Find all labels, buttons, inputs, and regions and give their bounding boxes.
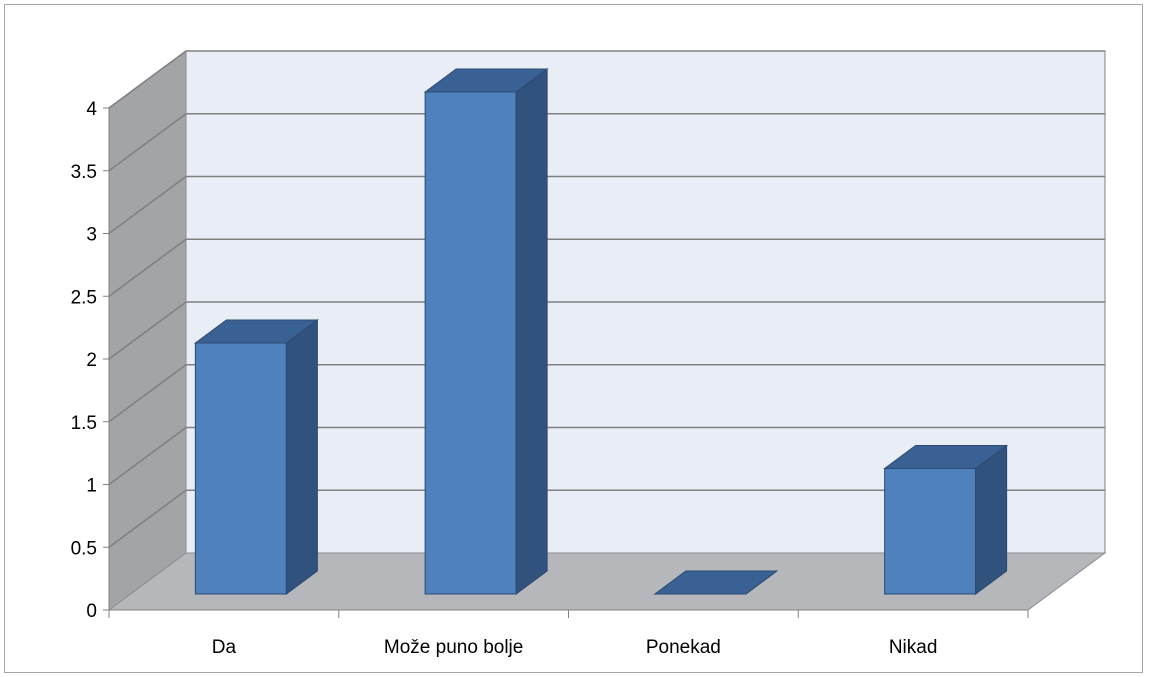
y-tick-label: 2.5: [71, 287, 97, 308]
y-tick-label: 3.5: [71, 162, 97, 183]
y-tick-label: 1: [86, 476, 97, 497]
gridlines: [108, 50, 1105, 548]
x-tick-labels: Da Može puno bolje Ponekad Nikad: [212, 637, 938, 658]
gridline: [108, 489, 1105, 548]
y-tick-label: 4: [86, 99, 97, 120]
gridline: [108, 238, 1105, 297]
bar-side: [285, 319, 318, 595]
bars: [193, 68, 1009, 595]
y-tick-label: 0.5: [71, 538, 97, 559]
bar-top: [193, 319, 319, 344]
gridline: [108, 50, 1105, 109]
y-tick-label: 1.5: [71, 413, 97, 434]
y-tick-label: 3: [86, 225, 97, 246]
axes: [103, 107, 1029, 618]
bar-2: [423, 68, 549, 595]
bar-3: [653, 570, 779, 595]
bar-top: [883, 445, 1009, 469]
bar-side: [515, 68, 548, 595]
x-tick-label: Nikad: [889, 637, 938, 658]
bar-front: [884, 468, 977, 595]
gridline: [108, 112, 1105, 172]
x-tick-label: Da: [212, 637, 237, 658]
x-tick-label: Ponekad: [646, 637, 721, 658]
x-tick-label: Može puno bolje: [384, 637, 523, 658]
bar-front: [194, 342, 287, 595]
bar-top: [653, 570, 779, 595]
bar-side: [975, 444, 1008, 595]
bar-1: [193, 319, 319, 595]
gridline: [108, 301, 1105, 360]
gridline: [108, 363, 1105, 423]
bar-4: [883, 444, 1009, 595]
bar-front: [424, 91, 517, 595]
y-tick-label: 2: [86, 350, 97, 371]
y-tick-label: 0: [86, 601, 97, 622]
y-tick-labels: 0 0.5 1 1.5 2 2.5 3 3.5 4: [71, 99, 98, 622]
gridline: [108, 426, 1105, 486]
gridline: [108, 175, 1105, 235]
bar-top: [423, 68, 549, 93]
